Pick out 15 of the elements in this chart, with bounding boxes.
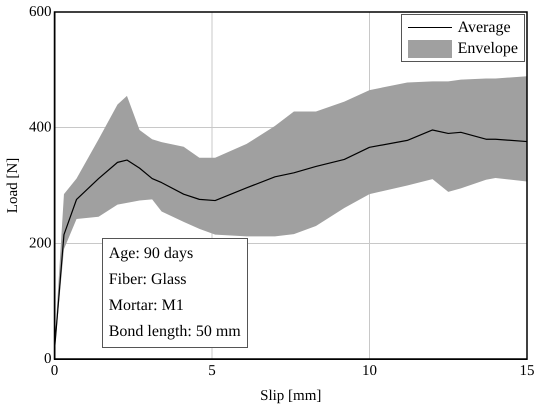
legend-label: Envelope [458,39,518,59]
annotation: Fiber: Glass [108,270,188,290]
x-tick-label: 15 [520,362,534,379]
annotation: Age: 90 days [108,244,194,264]
y-tick-label: 400 [29,120,52,136]
legend-label: Average [458,18,511,38]
annotation: Bond length: 50 mm [108,322,241,342]
y-tick-label: 200 [29,235,52,252]
y-tick-label: 0 [44,350,52,367]
x-tick-label: 5 [208,362,216,379]
annotation: Mortar: M1 [108,296,185,316]
x-tick-label: 10 [362,362,377,379]
y-tick-label: 600 [29,4,52,20]
x-axis-title: Slip [mm] [260,388,322,404]
y-axis-title: Load [N] [4,158,21,214]
